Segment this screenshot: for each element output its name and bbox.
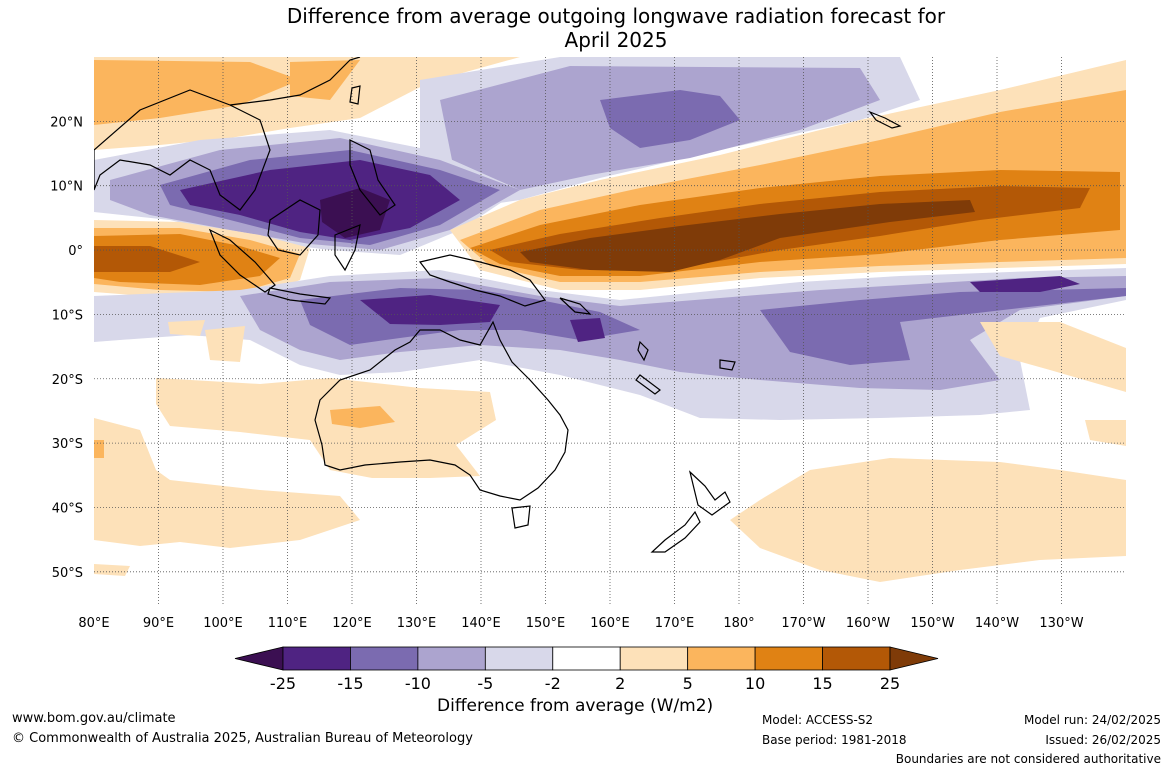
longitude-label: 130°E [397,616,437,631]
coastline-new-zealand-s [650,510,701,553]
coastline-hawaii [868,110,902,129]
colorbar-swatch [282,646,351,671]
colorbar-swatch [619,646,689,671]
anomaly-region-pac-pos5 [520,200,975,272]
anomaly-region-small-pos1 [168,320,205,336]
latitude-label: 10°N [50,180,83,195]
anomaly-region-small-pos3 [94,564,130,576]
latitude-label: 20°N [50,115,83,130]
colorbar-swatch [484,646,554,671]
colorbar-tick-label: -15 [337,674,363,693]
colorbar-tick-label: -5 [477,674,493,693]
gridlines [94,57,1126,604]
anomaly-region-mc-neg5 [320,188,390,238]
colorbar-extend-high [889,646,939,671]
longitude-label: 130°W [1039,616,1083,631]
anomaly-region-small-pos2 [205,326,245,362]
latitude-label: 10°S [52,308,83,323]
coastline-indochina [94,89,271,211]
coastline-taiwan [349,85,361,105]
latitude-label: 50°S [52,566,83,581]
longitude-label: 160°E [590,616,630,631]
disclaimer-text: Boundaries are not considered authoritat… [895,752,1161,766]
colorbar-swatch [350,646,419,671]
colorbar-swatch [552,646,621,671]
anomaly-field [94,57,1126,604]
anomaly-region-sio-pos2 [94,440,104,458]
coastline-solomons [559,297,592,315]
colorbar-swatch [687,646,756,671]
longitude-labels: 80°E 90°E 100°E 110°E 120°E 130°E 140°E 150°E 16… [78,616,1083,631]
longitude-label: 140°E [461,616,501,631]
latitude-label: 20°S [52,373,83,388]
coastline-china [229,57,361,106]
colorbar-tick-label: -2 [545,674,561,693]
longitude-label: 150°E [526,616,566,631]
colorbar-tick-label: 15 [812,674,832,693]
coastline-borneo [267,199,321,256]
anomaly-region-s-pac-neg4 [970,276,1080,292]
anomaly-region-spac-pos [730,458,1126,582]
issued-text: Issued: 26/02/2025 [1045,733,1161,747]
longitude-label: 120°E [332,616,372,631]
colorbar-swatch [417,646,486,671]
longitude-label: 140°W [975,616,1019,631]
anomaly-region-epac-pos [980,322,1126,392]
colorbar-tick-label: 2 [615,674,625,693]
coastline-new-caledonia [635,374,661,395]
website-link[interactable]: www.bom.gov.au/climate [12,711,176,726]
model-run-text: Model run: 24/02/2025 [1023,713,1161,727]
base-period-text: Base period: 1981-2018 [762,733,907,747]
longitude-label: 90°E [143,616,174,631]
latitude-label: 30°S [52,437,83,452]
model-text: Model: ACCESS-S2 [762,713,874,727]
coastline-new-guinea [418,254,546,307]
colorbar-swatch [822,646,891,671]
longitude-label: 180° [723,616,754,631]
longitude-label: 110°E [268,616,308,631]
anomaly-region-io-pos4 [94,246,200,272]
coastline-tasmania [511,505,531,529]
colorbar-tick-label: 25 [880,674,900,693]
anomaly-region-sio-pos [94,418,360,548]
map-title: Difference from average outgoing longwav… [0,4,1173,52]
anomaly-region-epac-pos2 [1085,420,1126,446]
colorbar-extend-low [234,646,284,671]
map-title-line2: April 2025 [564,28,668,52]
colorbar-label: Difference from average (W/m2) [437,696,714,716]
copyright-text: © Commonwealth of Australia 2025, Austra… [12,731,473,746]
anomaly-region-aus-pos2 [330,406,395,428]
anomaly-region-s-pac-neg5 [570,318,605,342]
colorbar-tick-label: -10 [405,674,431,693]
longitude-label: 80°E [78,616,109,631]
anomaly-region-s-mc-neg4 [360,295,500,325]
longitude-label: 150°W [910,616,954,631]
coastline-sulawesi [334,224,361,272]
coastline-fiji [719,359,736,371]
coastline-vanuatu [637,340,649,362]
longitude-label: 170°E [655,616,695,631]
anomaly-region-n-asia-pos3 [290,60,360,100]
coastline-new-zealand-n [688,470,731,516]
colorbar-tick-label: 5 [683,674,693,693]
colorbar: -25 -15 -10 -5 -2 2 5 10 15 25 [234,646,939,693]
latitude-label: 0° [68,244,83,259]
coastlines [94,57,902,553]
longitude-label: 160°W [846,616,890,631]
anomaly-region-s-pac-neg3 [760,288,1126,365]
anomaly-region-n-pac-neg3 [600,90,740,148]
latitude-labels: 20°N 10°N 0° 10°S 20°S 30°S 40°S 50°S [50,115,83,580]
longitude-label: 170°W [781,616,825,631]
longitude-label: 100°E [203,616,243,631]
anomaly-region-aus-pos1 [156,378,496,478]
coastline-philippines [349,139,396,216]
map-title-line1: Difference from average outgoing longwav… [286,4,946,28]
latitude-label: 40°S [52,501,83,516]
colorbar-swatch [754,646,823,671]
colorbar-tick-label: 10 [745,674,765,693]
colorbar-tick-label: -25 [270,674,296,693]
coastline-australia [314,320,569,501]
coastline-java [267,287,332,305]
